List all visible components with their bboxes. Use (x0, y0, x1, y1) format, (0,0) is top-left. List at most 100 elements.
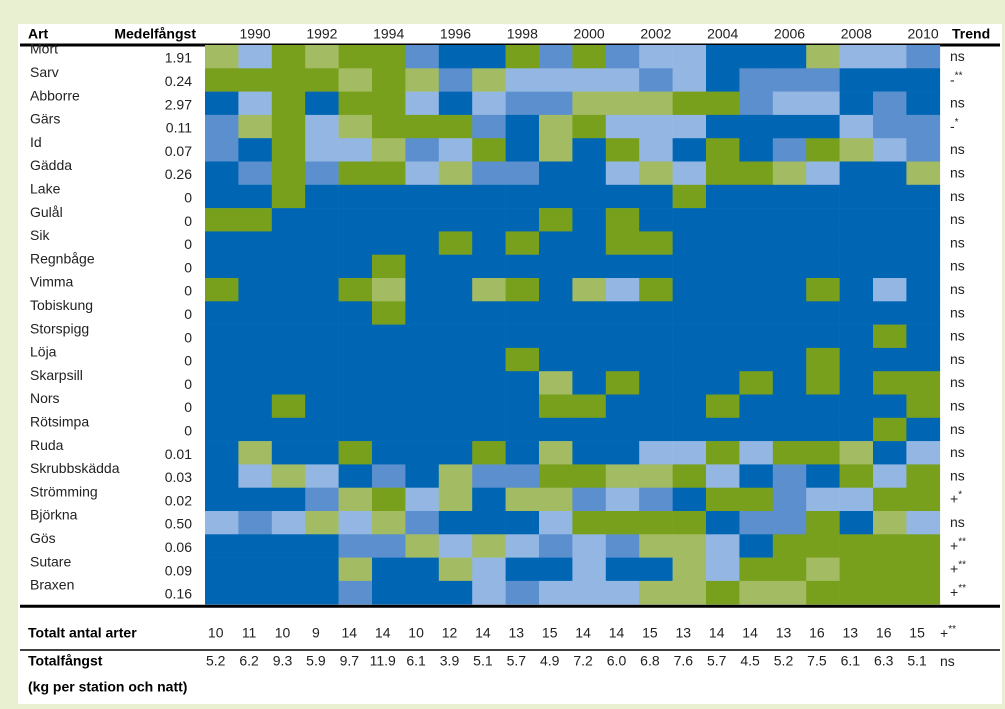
cell (372, 114, 406, 139)
cell (305, 45, 339, 69)
cell (772, 184, 807, 209)
cell (338, 208, 373, 232)
cell (739, 208, 774, 232)
cell (706, 534, 740, 558)
cell (572, 324, 607, 349)
total-label: Totalfångst (28, 653, 103, 669)
cell (438, 301, 473, 325)
trend-sign: ns (940, 653, 955, 669)
cell (205, 184, 239, 209)
cell (806, 231, 840, 255)
cell (539, 487, 573, 512)
year: 1990 (240, 26, 271, 42)
cell (772, 347, 807, 372)
cell (739, 534, 774, 558)
cell (839, 324, 874, 349)
species: Gädda (30, 157, 72, 173)
cell (772, 278, 807, 302)
cell (438, 278, 473, 302)
total-value: 16 (809, 625, 825, 641)
cell (205, 161, 239, 186)
cell (238, 184, 273, 209)
cell (271, 278, 306, 302)
cell (472, 464, 506, 488)
cell (873, 45, 907, 69)
total-value: 4.9 (540, 653, 560, 669)
cell (238, 394, 273, 419)
year: 2010 (908, 26, 939, 42)
total-value: 6.8 (640, 653, 660, 669)
cell (405, 301, 440, 325)
trend-header: Trend (952, 26, 990, 42)
trend-sign: ns (950, 397, 965, 413)
cell (539, 371, 573, 395)
cell (605, 580, 640, 605)
cell (205, 278, 239, 302)
cell (672, 371, 707, 395)
cell (639, 278, 673, 302)
cell (806, 114, 840, 139)
cell (205, 371, 239, 395)
cell (505, 557, 540, 582)
cell (505, 580, 540, 605)
cell (338, 347, 373, 372)
cell (839, 441, 874, 465)
cell (305, 231, 339, 255)
cell (672, 68, 707, 92)
cell (572, 417, 607, 442)
mean-catch: 0 (184, 376, 192, 392)
cell (438, 184, 473, 209)
cell (706, 464, 740, 488)
cell (906, 371, 941, 395)
total-value: 4.5 (740, 653, 760, 669)
mean-catch: 0 (184, 190, 192, 206)
cell (405, 91, 440, 116)
cell (772, 487, 807, 512)
cell (639, 45, 673, 69)
cell (372, 231, 406, 255)
cell (839, 580, 874, 605)
cell (271, 184, 306, 209)
mean-catch: 0 (184, 213, 192, 229)
cell (372, 487, 406, 512)
trend-sign: ns (950, 164, 965, 180)
cell (839, 231, 874, 255)
cell (639, 580, 673, 605)
cell (205, 557, 239, 582)
trend-sig: ** (958, 559, 966, 570)
cell (305, 417, 339, 442)
total-value: 12 (442, 625, 458, 641)
mean-catch: 1.91 (165, 50, 192, 66)
species: Gärs (30, 111, 60, 127)
mean-catch: 0.50 (165, 516, 192, 532)
cell (205, 231, 239, 255)
cell (605, 487, 640, 512)
cell (539, 324, 573, 349)
cell (472, 301, 506, 325)
cell (539, 254, 573, 279)
trend: ns (950, 304, 965, 320)
cell (605, 511, 640, 535)
cell (806, 68, 840, 92)
cell (372, 138, 406, 162)
cell (706, 231, 740, 255)
trend: -** (950, 70, 963, 87)
cell (706, 580, 740, 605)
cell (238, 511, 273, 535)
cell (438, 208, 473, 232)
total-value: 10 (408, 625, 424, 641)
cell (505, 161, 540, 186)
mean-catch: 0 (184, 353, 192, 369)
cell (305, 534, 339, 558)
cell (572, 138, 607, 162)
cell (472, 441, 506, 465)
cell (539, 464, 573, 488)
trend-sign: ns (950, 234, 965, 250)
trend: ns (950, 48, 965, 64)
cell (639, 114, 673, 139)
cell (639, 417, 673, 442)
cell (405, 254, 440, 279)
cell (338, 324, 373, 349)
cell (772, 464, 807, 488)
